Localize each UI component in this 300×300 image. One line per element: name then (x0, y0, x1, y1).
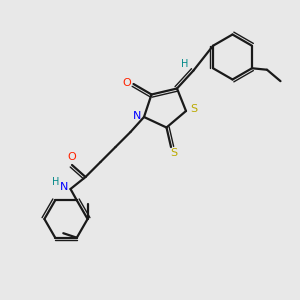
Text: O: O (122, 78, 131, 88)
Text: H: H (181, 59, 188, 70)
Text: S: S (170, 148, 178, 158)
Text: N: N (133, 110, 142, 121)
Text: O: O (68, 152, 76, 163)
Text: H: H (52, 177, 60, 188)
Text: N: N (60, 182, 68, 193)
Text: S: S (190, 104, 197, 115)
